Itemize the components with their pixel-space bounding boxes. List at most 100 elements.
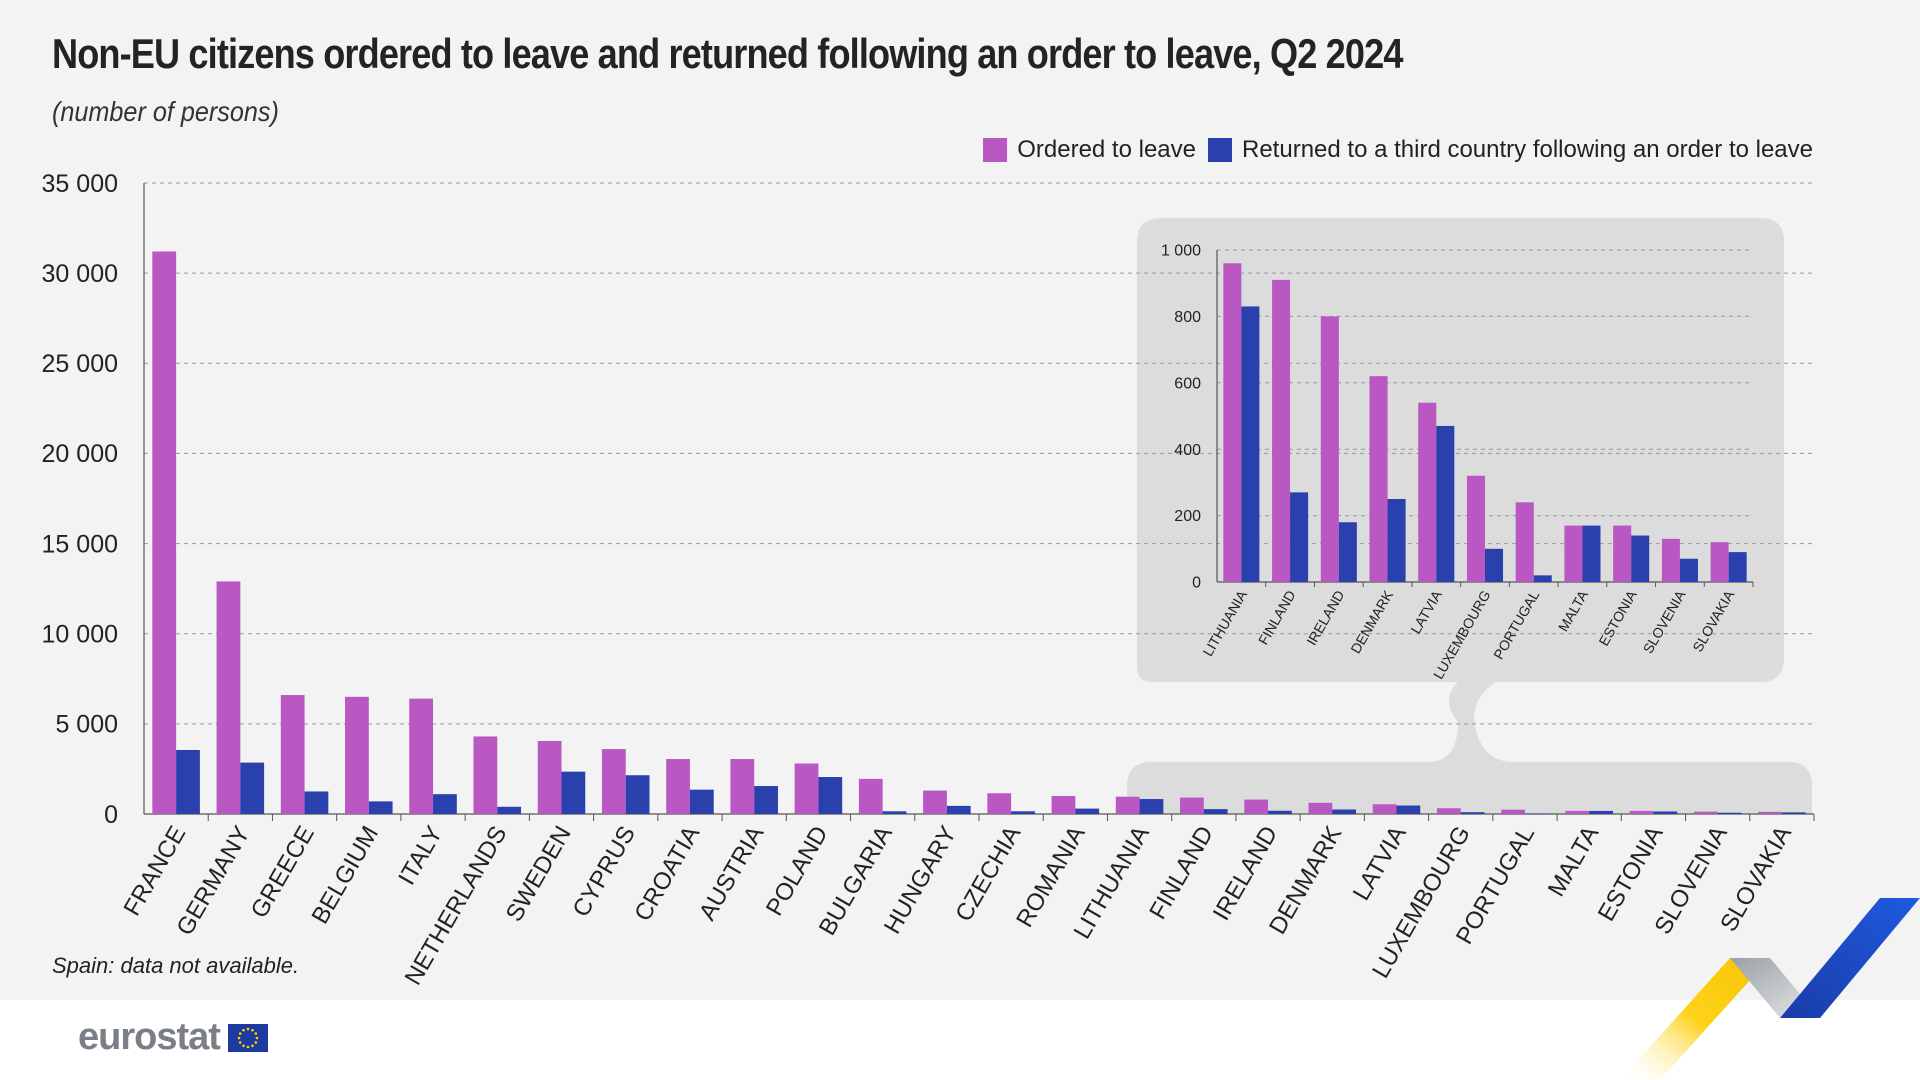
main-bar-returned-ireland [1268, 810, 1292, 814]
main-bar-returned-netherlands [497, 806, 522, 814]
main-bar-returned-malta [1589, 810, 1613, 814]
main-x-tick-label: IRELAND [1208, 822, 1283, 926]
inset-bar-returned-portugal [1533, 575, 1552, 582]
main-x-tick-label: SWEDEN [501, 822, 577, 927]
inset-bar-ordered-luxembourg [1466, 475, 1485, 582]
chart-title: Non-EU citizens ordered to leave and ret… [52, 30, 1403, 77]
main-bar-ordered-germany [216, 581, 241, 814]
main-bar-returned-latvia [1396, 805, 1421, 814]
inset-y-tick-label: 200 [1174, 508, 1201, 525]
main-bar-ordered-portugal [1501, 809, 1525, 814]
main-bar-ordered-estonia [1629, 810, 1654, 814]
main-bar-returned-france [176, 749, 200, 814]
inset-bar-ordered-estonia [1613, 525, 1632, 582]
main-y-tick-label: 15 000 [42, 530, 118, 558]
main-bar-ordered-czechia [987, 793, 1012, 814]
main-x-tick-label: MALTA [1543, 822, 1605, 902]
main-bar-returned-portugal [1524, 813, 1549, 815]
main-bar-returned-bulgaria [882, 811, 907, 814]
main-bar-ordered-finland [1180, 797, 1204, 814]
inset-bar-ordered-malta [1564, 525, 1583, 582]
decorative-ribbon-graphic [1620, 898, 1920, 1080]
main-bar-returned-romania [1075, 808, 1100, 814]
main-x-tick-label: AUSTRIA [694, 822, 769, 926]
inset-bar-returned-latvia [1436, 425, 1455, 582]
main-y-tick-label: 35 000 [42, 170, 118, 198]
main-x-tick-label: LATVIA [1348, 822, 1412, 906]
inset-bar-returned-finland [1290, 492, 1309, 582]
main-bar-ordered-ireland [1244, 799, 1269, 814]
legend-swatch-ordered [983, 138, 1008, 162]
legend-label-ordered: Ordered to leave [1017, 136, 1196, 163]
inset-bar-returned-estonia [1631, 535, 1650, 582]
bar-chart: 0 5 000 10 000 15 000 20 000 25 000 30 000 35 0… [42, 170, 1815, 990]
main-bar-returned-belgium [368, 801, 393, 814]
legend-item-ordered: Ordered to leave [983, 136, 1196, 164]
inset-bar-ordered-finland [1272, 279, 1291, 582]
main-bar-ordered-italy [409, 698, 434, 814]
main-bar-ordered-netherlands [473, 736, 498, 814]
main-bar-returned-sweden [561, 771, 586, 814]
main-bar-returned-cyprus [625, 775, 650, 814]
main-y-tick-label: 30 000 [42, 260, 118, 288]
inset-y-tick-label: 600 [1174, 375, 1201, 392]
inset-bar-returned-slovenia [1679, 558, 1698, 582]
main-bar-ordered-latvia [1372, 804, 1397, 814]
footnote: Spain: data not available. [52, 953, 300, 978]
main-y-tick-label: 5 000 [55, 711, 118, 739]
main-bar-ordered-malta [1565, 810, 1590, 814]
legend: Ordered to leave Returned to a third cou… [983, 136, 1813, 164]
chart-subtitle: (number of persons) [52, 96, 279, 127]
legend-item-returned: Returned to a third country following an… [1208, 136, 1813, 164]
main-bar-returned-germany [240, 762, 265, 814]
inset-y-tick-label: 1 000 [1161, 243, 1201, 260]
main-bar-ordered-austria [730, 759, 755, 814]
main-bar-ordered-croatia [666, 759, 690, 814]
inset-bar-ordered-ireland [1320, 316, 1339, 582]
main-bar-ordered-poland [794, 763, 819, 814]
inset-bar-returned-ireland [1338, 522, 1357, 582]
main-bar-returned-hungary [946, 805, 971, 814]
main-bar-returned-luxembourg [1460, 812, 1485, 814]
eu-flag-icon [227, 1023, 268, 1052]
main-x-tick-label: CYPRUS [568, 822, 641, 922]
legend-label-returned: Returned to a third country following an… [1242, 136, 1813, 163]
main-bar-returned-slovakia [1781, 812, 1806, 814]
main-bar-returned-italy [433, 794, 457, 814]
inset-bar-ordered-slovenia [1661, 538, 1680, 582]
main-bar-ordered-belgium [345, 696, 369, 814]
inset-y-tick-label: 400 [1174, 442, 1201, 459]
main-x-tick-label: FINLAND [1144, 822, 1219, 924]
main-bar-returned-greece [304, 791, 329, 814]
legend-swatch-returned [1208, 138, 1232, 162]
main-bar-ordered-romania [1051, 795, 1076, 814]
main-bar-returned-estonia [1653, 811, 1678, 814]
main-y-tick-label: 10 000 [42, 620, 118, 648]
inset-bar-ordered-denmark [1369, 376, 1388, 582]
main-bar-returned-czechia [1011, 811, 1035, 814]
main-bar-returned-poland [818, 777, 843, 814]
main-bar-ordered-sweden [537, 740, 562, 814]
inset-y-tick-label: 800 [1174, 309, 1201, 326]
main-x-tick-label: POLAND [761, 822, 834, 921]
main-bar-returned-austria [754, 786, 778, 814]
main-bar-returned-slovenia [1717, 812, 1742, 814]
main-bar-ordered-bulgaria [858, 778, 883, 814]
main-bar-ordered-france [152, 251, 177, 815]
inset-bar-returned-luxembourg [1485, 548, 1504, 582]
inset-bar-returned-lithuania [1241, 306, 1260, 582]
main-x-tick-label: ITALY [393, 822, 448, 890]
main-bar-ordered-cyprus [601, 749, 626, 814]
logo-text: eurostat [78, 1016, 221, 1058]
main-bar-ordered-lithuania [1115, 796, 1140, 814]
main-bar-returned-lithuania [1139, 799, 1164, 814]
inset-bar-returned-slovakia [1728, 552, 1747, 582]
inset-y-tick-label: 0 [1192, 575, 1201, 592]
inset-bar-ordered-portugal [1515, 502, 1534, 582]
main-bar-ordered-hungary [923, 790, 947, 814]
inset-bar-ordered-slovakia [1710, 542, 1729, 582]
main-y-tick-label: 20 000 [42, 440, 118, 468]
main-bar-ordered-slovenia [1693, 811, 1718, 814]
main-bar-returned-denmark [1332, 809, 1357, 814]
main-bar-ordered-greece [280, 695, 305, 814]
